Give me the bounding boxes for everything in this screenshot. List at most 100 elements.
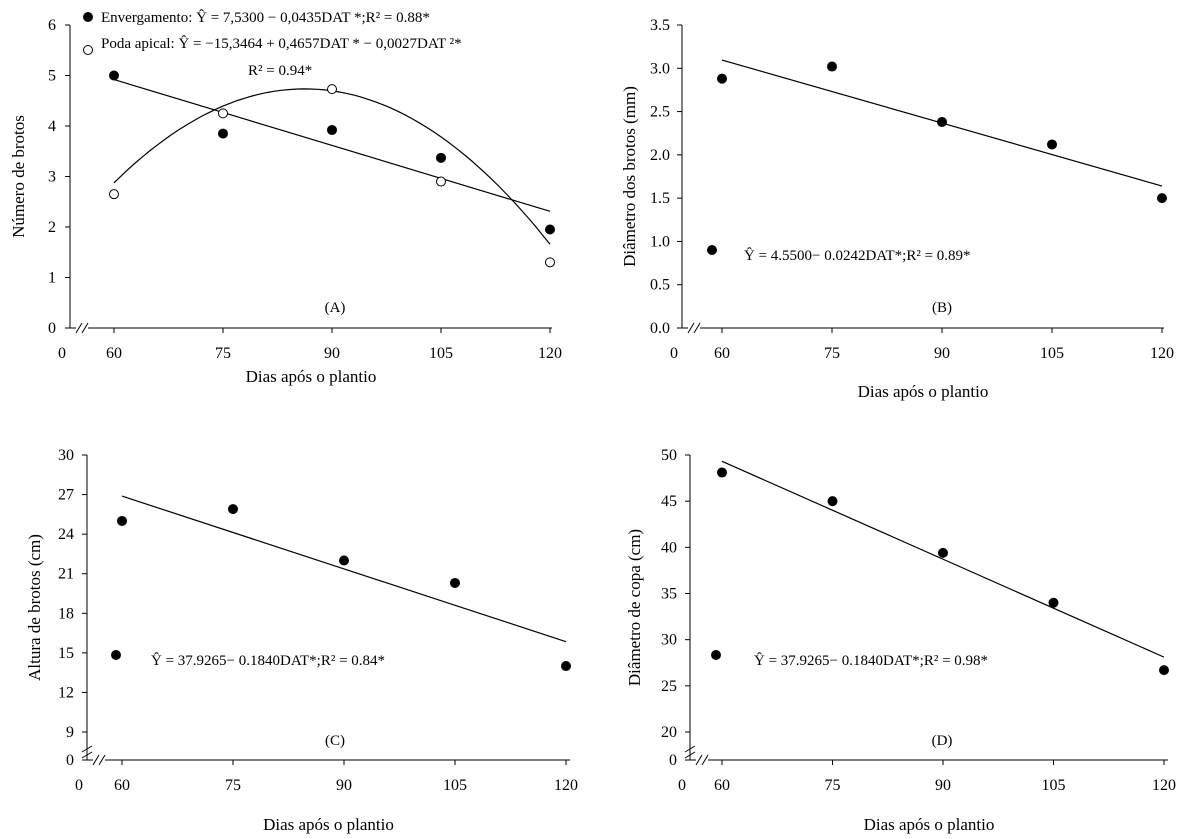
y-tick-label: 0 [66,752,74,769]
data-point [1048,597,1059,608]
y-axis-title: Diâmetro dos brotos (mm) [620,86,639,267]
y-tick-label: 9 [66,724,74,741]
data-point [827,496,838,507]
x-tick-label: 90 [934,345,950,362]
y-tick-label: 6 [48,17,56,34]
x-tick-label: 120 [1152,777,1176,794]
x-axis-break-mark [98,754,106,766]
x-tick-label: 0 [75,777,83,794]
y-tick-label: 35 [661,586,677,603]
y-tick-label: 1 [48,270,56,287]
x-tick-label: 105 [429,345,453,362]
y-axis-break-mark [684,751,696,759]
legend-marker [711,650,721,660]
x-tick-label: 0 [58,345,66,362]
y-tick-label: 2 [48,219,56,236]
y-tick-label: 21 [58,566,74,583]
data-point [436,176,446,187]
panel-label: (B) [932,300,952,316]
equation-r2-label: R² = 0.94* [248,63,312,79]
data-point [327,125,337,136]
data-point [1157,193,1167,204]
y-tick-label: 1.5 [650,190,670,207]
y-tick-label: 27 [58,487,74,504]
data-point [218,128,228,139]
y-tick-label: 50 [661,447,677,464]
data-point [937,116,947,127]
data-point [228,504,238,515]
data-point [109,189,119,200]
x-tick-label: 120 [554,777,578,794]
data-point [1159,665,1169,676]
x-axis-break-mark [687,322,695,334]
legend-marker [83,45,93,55]
equation-label: Ŷ = 37.9265− 0.1840DAT*;R² = 0.98* [754,652,988,669]
equation-label: Envergamento: Ŷ = 7,5300 − 0,0435DAT *;R… [101,9,430,26]
y-tick-label: 5 [48,68,56,85]
data-point [717,73,727,84]
x-tick-label: 105 [443,777,467,794]
data-point [561,661,571,672]
chart-panel-3: 0 9 12 15 18 21 24 27 30 0 60 75 90 105 120 Dias após o… [25,447,578,834]
x-tick-label: 60 [714,777,730,794]
x-tick-label: 75 [225,777,241,794]
y-tick-label: 3.0 [650,60,670,77]
y-tick-label: 2.0 [650,147,670,164]
equation-label: Ŷ = 37.9265− 0.1840DAT*;R² = 0.84* [151,652,385,669]
legend-marker [83,12,93,22]
data-point [339,555,349,566]
panel-label: (A) [325,300,346,316]
y-tick-label: 0 [48,320,56,337]
panel-label: (C) [325,733,345,749]
data-point [218,108,228,119]
data-point [109,70,119,81]
x-tick-label: 90 [336,777,352,794]
legend-marker [111,650,121,660]
fit-line [721,460,1165,658]
y-tick-label: 25 [661,678,677,695]
y-tick-label: 3.5 [650,17,670,34]
x-axis-title: Dias após o plantio [263,815,394,834]
y-tick-label: 45 [661,493,677,510]
data-point [545,224,555,235]
x-tick-label: 60 [114,777,130,794]
y-tick-label: 30 [58,447,74,464]
y-axis-title: Altura de brotos (cm) [25,534,44,681]
x-axis-title: Dias após o plantio [858,382,989,401]
data-point [717,467,727,478]
data-point [436,152,446,163]
data-point [938,547,948,558]
y-tick-label: 30 [661,632,677,649]
x-tick-label: 60 [714,345,730,362]
y-axis-break-mark [81,751,93,759]
chart-panel-4: 0 20 25 30 35 40 45 50 0 60 75 90 105 120 Dias após o … [625,447,1176,834]
data-point [327,84,337,95]
x-tick-label: 75 [215,345,231,362]
data-point [827,61,837,72]
x-tick-label: 75 [824,345,840,362]
x-tick-label: 0 [670,345,678,362]
y-tick-label: 40 [661,539,677,556]
data-point [117,515,127,526]
x-tick-label: 120 [538,345,562,362]
x-tick-label: 105 [1040,345,1064,362]
x-axis-break-mark [695,754,703,766]
x-tick-label: 90 [324,345,340,362]
x-tick-label: 0 [678,777,686,794]
x-axis-break-mark [75,322,83,334]
y-tick-label: 0.0 [650,320,670,337]
y-axis-break-mark [684,745,696,753]
fit-line [121,495,567,643]
x-tick-label: 105 [1042,777,1066,794]
x-tick-label: 90 [935,777,951,794]
y-tick-label: 12 [58,684,74,701]
x-axis-title: Dias após o plantio [864,815,995,834]
x-axis-break-mark [701,754,709,766]
x-tick-label: 75 [825,777,841,794]
x-axis-break-mark [92,754,100,766]
x-axis-break-mark [81,322,89,334]
fit-line [113,78,551,212]
y-tick-label: 20 [661,724,677,741]
